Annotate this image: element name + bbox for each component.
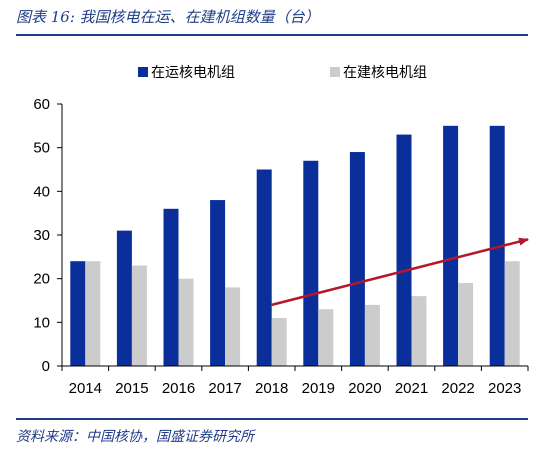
bar-under-construction [131, 265, 147, 366]
x-tick-label: 2021 [395, 380, 428, 397]
source-rule [16, 418, 528, 420]
bar-under-construction [178, 278, 194, 366]
x-tick-label: 2023 [488, 380, 521, 397]
x-tick-label: 2015 [115, 380, 148, 397]
bar-under-construction [225, 287, 241, 366]
y-tick-label: 10 [33, 314, 50, 331]
bars [70, 125, 520, 366]
bar-operating [70, 261, 86, 366]
x-tick-label: 2018 [255, 380, 288, 397]
title-rule [16, 34, 528, 36]
figure-title: 图表 16: 我国核电在运、在建机组数量（台） [16, 8, 320, 26]
bar-under-construction [271, 317, 287, 366]
bar-under-construction [85, 261, 101, 366]
y-tick-label: 30 [33, 227, 50, 244]
x-axis: 2014 2015 2016 2017 2018 2019 2020 2021 2022 2023 [61, 365, 529, 397]
legend-swatch-construction [330, 67, 340, 77]
x-tick-label: 2017 [208, 380, 241, 397]
bar-operating [256, 169, 272, 366]
y-axis: 0 10 20 30 40 50 60 [33, 96, 63, 375]
x-tick-label: 2014 [69, 380, 102, 397]
bar-operating [443, 125, 459, 366]
bar-operating [396, 134, 412, 366]
legend-label-operating: 在运核电机组 [151, 65, 235, 81]
x-tick-label: 2016 [162, 380, 195, 397]
legend-swatch-operating [138, 67, 148, 77]
bar-operating [163, 208, 179, 366]
bar-under-construction [504, 261, 520, 366]
x-tick-label: 2019 [302, 380, 335, 397]
bar-under-construction [364, 304, 380, 366]
legend-label-construction: 在建核电机组 [343, 65, 427, 81]
x-tick-label: 2022 [441, 380, 474, 397]
y-tick-label: 40 [33, 183, 50, 200]
y-tick-label: 20 [33, 271, 50, 288]
legend: 在运核电机组 在建核电机组 [138, 65, 427, 81]
y-tick-label: 0 [42, 358, 50, 375]
x-tick-label: 2020 [348, 380, 381, 397]
bar-operating [489, 125, 505, 366]
annotation [271, 237, 529, 307]
source-note: 资料来源：中国核协，国盛证券研究所 [16, 429, 254, 445]
bar-under-construction [411, 296, 427, 366]
bar-operating [210, 200, 226, 366]
y-tick-label: 50 [33, 140, 50, 157]
trend-arrow [271, 237, 529, 307]
bar-under-construction [458, 283, 474, 366]
bar-operating [116, 230, 132, 366]
bar-under-construction [318, 309, 334, 366]
y-tick-label: 60 [33, 96, 50, 113]
bar-operating [303, 160, 319, 366]
bar-operating [349, 152, 365, 366]
